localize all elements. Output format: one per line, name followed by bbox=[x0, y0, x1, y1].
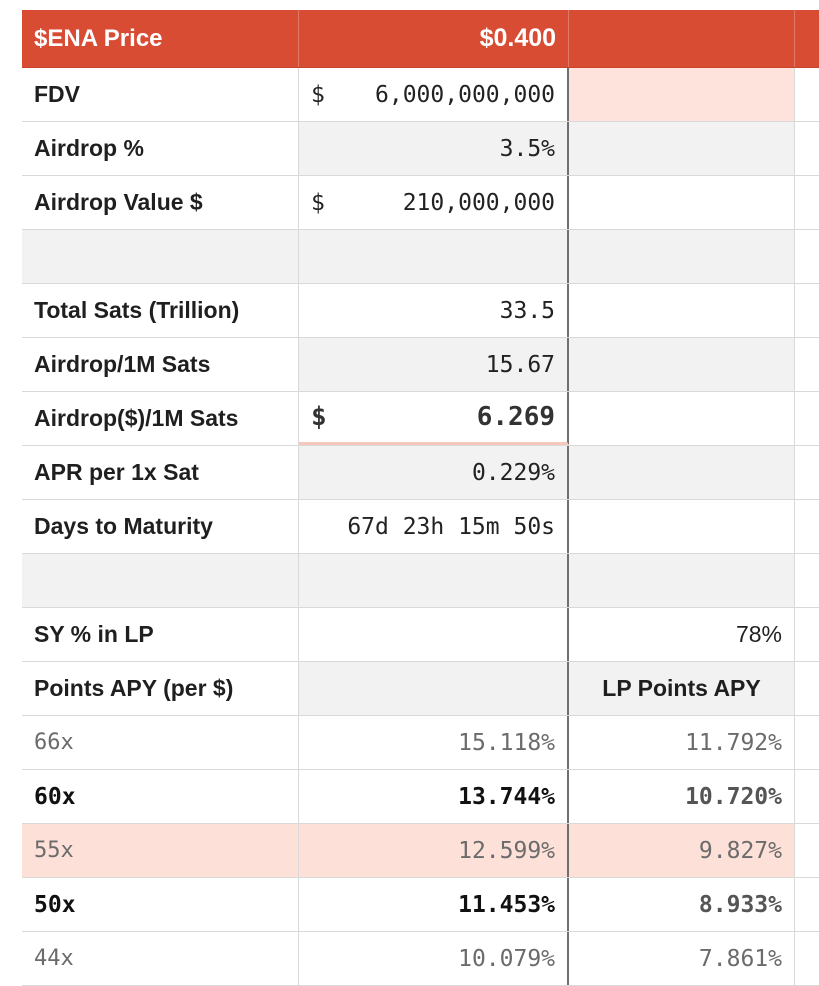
row-airdrop-pct: Airdrop % 3.5% bbox=[22, 122, 819, 176]
cell-60x-apy[interactable]: 13.744% bbox=[298, 770, 570, 823]
cell-header-col3[interactable] bbox=[569, 10, 795, 67]
cell-50x-label[interactable]: 50x bbox=[22, 878, 299, 931]
airdrop-usd-per-1m-amount: 6.269 bbox=[476, 402, 556, 432]
cell-sy-in-lp-label[interactable]: SY % in LP bbox=[22, 608, 299, 661]
airdrop-value-amount: 210,000,000 bbox=[402, 189, 556, 216]
cell-apr-per-sat-value[interactable]: 0.229% bbox=[298, 446, 570, 499]
cell-airdrop-per-1m-value[interactable]: 15.67 bbox=[298, 338, 570, 391]
cell-airdrop-usd-per-1m-col4 bbox=[795, 392, 819, 445]
cell-66x-col4 bbox=[795, 716, 819, 769]
row-airdrop-value: Airdrop Value $ $ 210,000,000 bbox=[22, 176, 819, 230]
cell-55x-lp-apy[interactable]: 9.827% bbox=[569, 824, 795, 877]
cell-fdv-label[interactable]: FDV bbox=[22, 68, 299, 121]
cell-empty-2-value[interactable] bbox=[298, 554, 570, 607]
cell-total-sats-col4 bbox=[795, 284, 819, 337]
cell-50x-col4 bbox=[795, 878, 819, 931]
cell-66x-apy[interactable]: 15.118% bbox=[298, 716, 570, 769]
cell-fdv-value[interactable]: $ 6,000,000,000 bbox=[298, 68, 570, 121]
cell-44x-apy[interactable]: 10.079% bbox=[298, 932, 570, 985]
cell-sy-in-lp-col4 bbox=[795, 608, 819, 661]
header-row: $ENA Price $0.400 bbox=[22, 10, 819, 68]
row-days-to-maturity: Days to Maturity 67d 23h 15m 50s bbox=[22, 500, 819, 554]
cell-apr-per-sat-col4 bbox=[795, 446, 819, 499]
row-total-sats: Total Sats (Trillion) 33.5 bbox=[22, 284, 819, 338]
cell-empty-2-col3[interactable] bbox=[569, 554, 795, 607]
cell-fdv-col3[interactable] bbox=[569, 68, 795, 121]
cell-points-apy-col4 bbox=[795, 662, 819, 715]
cell-44x-label[interactable]: 44x bbox=[22, 932, 299, 985]
cell-airdrop-value-col4 bbox=[795, 176, 819, 229]
cell-airdrop-pct-value[interactable]: 3.5% bbox=[298, 122, 570, 175]
cell-44x-lp-apy[interactable]: 7.861% bbox=[569, 932, 795, 985]
row-sy-in-lp: SY % in LP 78% bbox=[22, 608, 819, 662]
cell-airdrop-value-col3[interactable] bbox=[569, 176, 795, 229]
cell-header-col4 bbox=[795, 10, 819, 67]
row-44x: 44x 10.079% 7.861% bbox=[22, 932, 819, 986]
cell-empty-1-col4 bbox=[795, 230, 819, 283]
cell-total-sats-col3[interactable] bbox=[569, 284, 795, 337]
cell-sy-in-lp-col3[interactable]: 78% bbox=[569, 608, 795, 661]
row-empty-1 bbox=[22, 230, 819, 284]
cell-airdrop-pct-label[interactable]: Airdrop % bbox=[22, 122, 299, 175]
cell-airdrop-usd-per-1m-col3[interactable] bbox=[569, 392, 795, 445]
row-50x: 50x 11.453% 8.933% bbox=[22, 878, 819, 932]
cell-44x-col4 bbox=[795, 932, 819, 985]
cell-60x-label[interactable]: 60x bbox=[22, 770, 299, 823]
cell-lp-points-apy-header[interactable]: LP Points APY bbox=[569, 662, 795, 715]
cell-airdrop-value-value[interactable]: $ 210,000,000 bbox=[298, 176, 570, 229]
row-airdrop-usd-per-1m: Airdrop($)/1M Sats $ 6.269 bbox=[22, 392, 819, 446]
cell-empty-2-col4 bbox=[795, 554, 819, 607]
cell-airdrop-value-label[interactable]: Airdrop Value $ bbox=[22, 176, 299, 229]
cell-66x-label[interactable]: 66x bbox=[22, 716, 299, 769]
cell-days-to-maturity-col3[interactable] bbox=[569, 500, 795, 553]
cell-days-to-maturity-col4 bbox=[795, 500, 819, 553]
cell-airdrop-pct-col4 bbox=[795, 122, 819, 175]
cell-55x-apy[interactable]: 12.599% bbox=[298, 824, 570, 877]
cell-empty-1-col3[interactable] bbox=[569, 230, 795, 283]
row-apr-per-sat: APR per 1x Sat 0.229% bbox=[22, 446, 819, 500]
cell-55x-label[interactable]: 55x bbox=[22, 824, 299, 877]
cell-apr-per-sat-col3[interactable] bbox=[569, 446, 795, 499]
cell-60x-lp-apy[interactable]: 10.720% bbox=[569, 770, 795, 823]
row-66x: 66x 15.118% 11.792% bbox=[22, 716, 819, 770]
cell-points-apy-value[interactable] bbox=[298, 662, 570, 715]
spreadsheet: $ENA Price $0.400 FDV $ 6,000,000,000 Ai… bbox=[22, 10, 819, 986]
cell-airdrop-per-1m-col3[interactable] bbox=[569, 338, 795, 391]
row-55x: 55x 12.599% 9.827% bbox=[22, 824, 819, 878]
currency-symbol: $ bbox=[310, 189, 325, 216]
cell-fdv-col4 bbox=[795, 68, 819, 121]
cell-empty-2-label[interactable] bbox=[22, 554, 299, 607]
currency-symbol: $ bbox=[310, 402, 327, 432]
cell-airdrop-per-1m-label[interactable]: Airdrop/1M Sats bbox=[22, 338, 299, 391]
cell-50x-lp-apy[interactable]: 8.933% bbox=[569, 878, 795, 931]
fdv-amount: 6,000,000,000 bbox=[375, 81, 556, 108]
currency-symbol: $ bbox=[310, 81, 325, 108]
cell-empty-1-value[interactable] bbox=[298, 230, 570, 283]
cell-days-to-maturity-value[interactable]: 67d 23h 15m 50s bbox=[298, 500, 570, 553]
cell-total-sats-value[interactable]: 33.5 bbox=[298, 284, 570, 337]
cell-airdrop-usd-per-1m-label[interactable]: Airdrop($)/1M Sats bbox=[22, 392, 299, 445]
cell-55x-col4 bbox=[795, 824, 819, 877]
cell-total-sats-label[interactable]: Total Sats (Trillion) bbox=[22, 284, 299, 337]
row-fdv: FDV $ 6,000,000,000 bbox=[22, 68, 819, 122]
cell-ena-price-label[interactable]: $ENA Price bbox=[22, 10, 299, 67]
cell-sy-in-lp-value[interactable] bbox=[298, 608, 570, 661]
cell-66x-lp-apy[interactable]: 11.792% bbox=[569, 716, 795, 769]
cell-airdrop-per-1m-col4 bbox=[795, 338, 819, 391]
row-empty-2 bbox=[22, 554, 819, 608]
row-points-apy-header: Points APY (per $) LP Points APY bbox=[22, 662, 819, 716]
row-airdrop-per-1m: Airdrop/1M Sats 15.67 bbox=[22, 338, 819, 392]
cell-points-apy-label[interactable]: Points APY (per $) bbox=[22, 662, 299, 715]
cell-ena-price-value[interactable]: $0.400 bbox=[299, 10, 570, 67]
cell-days-to-maturity-label[interactable]: Days to Maturity bbox=[22, 500, 299, 553]
cell-apr-per-sat-label[interactable]: APR per 1x Sat bbox=[22, 446, 299, 499]
cell-60x-col4 bbox=[795, 770, 819, 823]
cell-airdrop-pct-col3[interactable] bbox=[569, 122, 795, 175]
cell-airdrop-usd-per-1m-value[interactable]: $ 6.269 bbox=[298, 392, 570, 445]
cell-50x-apy[interactable]: 11.453% bbox=[298, 878, 570, 931]
cell-empty-1-label[interactable] bbox=[22, 230, 299, 283]
row-60x: 60x 13.744% 10.720% bbox=[22, 770, 819, 824]
